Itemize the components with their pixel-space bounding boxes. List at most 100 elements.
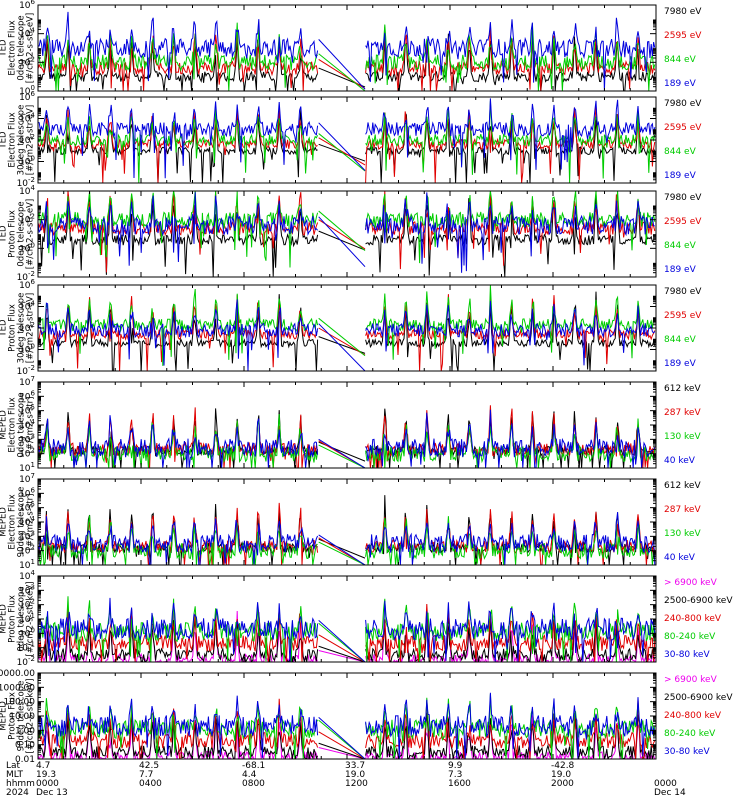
y-axis-label-line: [#/cm2-s-str-eV] [26,105,36,175]
y-tick-label: 0.10 [15,741,35,751]
legend-channel-label: 844 eV [664,335,697,345]
legend-channel-label: 2595 eV [664,31,702,41]
series-trace [38,511,656,565]
y-axis-label-line: Electron Flux [8,112,18,167]
series-gap-connector [318,645,366,662]
y-axis-label-line: [#/cm2-s-str-keV] [26,582,36,657]
y-axis-label: MEPEDElectron Flux90deg telescope[#/cm2-… [0,487,36,558]
y-tick-exponent: -2 [28,364,35,372]
x-row-label: MLT [6,770,24,780]
y-tick-exponent: 4 [31,418,36,426]
series-gap-connector [318,438,366,468]
y-tick-exponent: 0 [31,626,35,634]
panel-traces [38,495,656,565]
y-axis-label-line: MEPED [0,604,9,634]
y-tick-exponent: 4 [31,184,36,192]
legend-channel-label: 240-800 keV [664,711,722,721]
y-tick-exponent: 3 [31,529,35,537]
x-tick-value: 19.0 [345,770,365,780]
panel-traces [38,285,656,371]
series-trace [38,23,656,91]
panel-traces [38,98,656,183]
y-axis-label: TEDProton Flux0deg telescope[#/cm2-s-str… [0,199,36,269]
series-gap-connector [318,137,366,166]
y-axis-label-line: Proton Flux [8,692,18,740]
y-axis-label-line: [#/cm2-s-str] [26,494,36,551]
y-tick-exponent: 0 [31,155,35,163]
y-tick-exponent: 4 [31,112,36,120]
x-row-label: Lat [6,761,21,771]
panel-traces [38,405,656,468]
y-axis-label-line: [#/cm2-s-str-eV] [26,293,36,363]
x-tick-value: 0800 [242,779,265,789]
y-tick-exponent: -2 [28,270,35,278]
legend-channel-label: 80-240 keV [664,632,716,642]
x-tick-value: 4.7 [36,761,50,771]
y-axis-label-line: 0deg telescope [17,15,27,80]
x-tick-value: Dec 14 [654,788,686,798]
y-axis-label-line: MEPED [0,701,9,731]
series-trace [38,597,656,662]
x-tick-value: 7.3 [448,770,462,780]
y-axis-label-line: 0deg telescope [17,392,27,457]
panel-traces [38,191,656,277]
series-gap-connector [318,541,366,565]
series-gap-connector [318,122,366,171]
y-tick-exponent: -2 [28,655,35,663]
y-tick-exponent: 6 [31,389,36,397]
series-gap-connector [318,133,366,172]
legend-channel-label: 844 eV [664,55,697,65]
series-trace [38,100,656,183]
series-gap-connector [318,210,366,252]
series-gap-connector [318,317,366,357]
legend-channel-label: > 6900 keV [664,578,718,588]
legend-channel-label: 189 eV [664,171,697,181]
y-tick-exponent: 0 [31,241,35,249]
legend-channel-label: 7980 eV [664,193,702,203]
x-row-label: hhmm [6,779,35,789]
y-axis-label: TEDProton Flux30deg telescope[#/cm2-s-st… [0,293,36,364]
y-tick-label: 1.00 [15,726,35,736]
y-tick-exponent: 0 [31,84,35,92]
x-row-label: 2024 [6,788,29,798]
legend-channel-label: 844 eV [664,241,697,251]
y-tick-exponent: 6 [31,0,36,6]
y-axis-label-line: 0deg telescope [17,586,27,651]
y-tick-label: 0.01 [15,755,35,765]
y-axis-label-line: [#/cm2-s-str-eV] [26,13,36,83]
panel-traces [38,11,656,91]
y-tick-exponent: 4 [31,569,36,577]
series-gap-connector [318,39,366,90]
x-tick-value: Dec 13 [36,788,68,798]
x-tick-value: 7.7 [139,770,153,780]
y-axis-label-line: Proton Flux [8,595,18,643]
x-tick-value: 2000 [551,779,574,789]
y-tick-exponent: 6 [31,486,36,494]
y-axis-label-line: TED [0,225,9,244]
series-trace [38,11,656,91]
x-tick-value: 0000 [36,779,59,789]
y-axis-label-line: Electron Flux [8,397,18,452]
y-tick-exponent: 2 [31,133,35,141]
series-trace [38,710,656,759]
y-tick-exponent: 2 [31,321,35,329]
y-axis-label: MEPEDProton Flux90deg telescope[#/cm2-s-… [0,679,36,754]
legend-channel-label: 7980 eV [664,7,702,17]
panel-traces [38,692,656,759]
legend-channel-label: 40 keV [664,553,696,563]
legend-channel-label: 844 eV [664,147,697,157]
y-tick-exponent: 6 [31,278,36,286]
y-tick-exponent: 2 [31,447,35,455]
series-gap-connector [318,53,366,91]
legend-channel-label: 80-240 keV [664,729,716,739]
x-tick-value: 19.0 [551,770,571,780]
x-tick-value: -68.1 [242,761,265,771]
legend-channel-label: 2595 eV [664,123,702,133]
legend-channel-label: 40 keV [664,456,696,466]
y-axis-label: MEPEDProton Flux0deg telescope[#/cm2-s-s… [0,582,36,657]
